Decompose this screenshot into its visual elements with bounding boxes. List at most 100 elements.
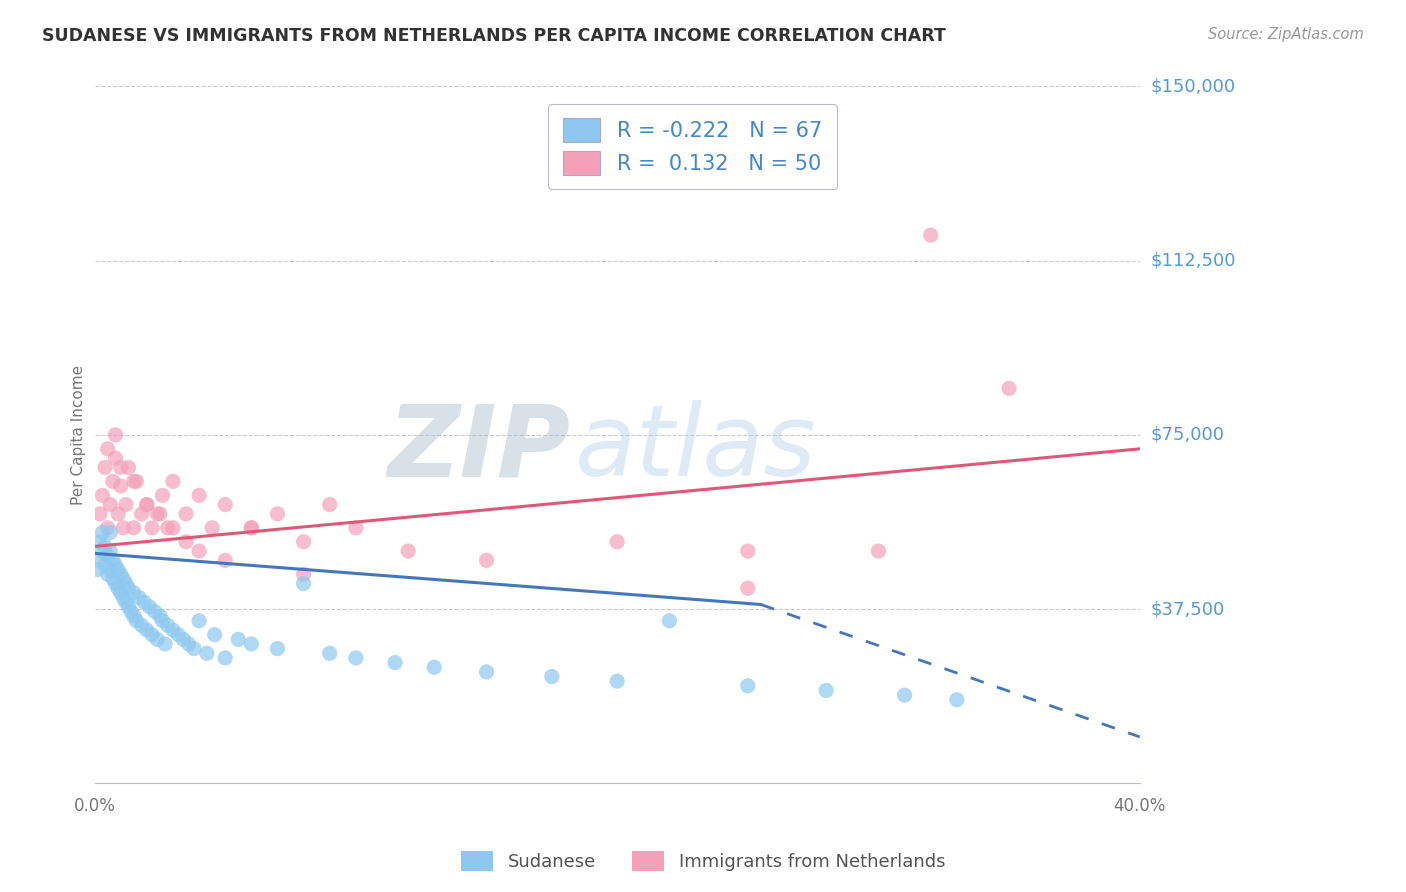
Point (135, 623, 157, 637)
Point (893, 688, 915, 702)
Point (141, 628, 163, 642)
Point (135, 498, 157, 512)
Point (97, 442, 120, 456)
Point (868, 544, 890, 558)
Point (815, 683, 838, 698)
Text: SUDANESE VS IMMIGRANTS FROM NETHERLANDS PER CAPITA INCOME CORRELATION CHART: SUDANESE VS IMMIGRANTS FROM NETHERLANDS … (42, 27, 946, 45)
Point (266, 641, 288, 656)
Point (214, 553, 236, 567)
Point (177, 637, 200, 651)
Point (162, 521, 184, 535)
Point (117, 460, 139, 475)
Point (240, 637, 263, 651)
Point (475, 553, 498, 567)
Legend: R = -0.222   N = 67, R =  0.132   N = 50: R = -0.222 N = 67, R = 0.132 N = 50 (548, 103, 837, 189)
Point (115, 498, 138, 512)
Point (658, 614, 681, 628)
Point (319, 498, 342, 512)
Point (606, 674, 628, 689)
Point (156, 618, 179, 632)
Y-axis label: Per Capita Income: Per Capita Income (72, 365, 86, 505)
Point (98, 525, 121, 540)
Point (122, 586, 145, 600)
Point (117, 581, 139, 595)
Point (131, 507, 153, 521)
Point (188, 488, 211, 502)
Text: $150,000: $150,000 (1152, 78, 1236, 95)
Point (172, 632, 194, 647)
Point (122, 609, 145, 624)
Point (156, 521, 179, 535)
Point (97, 549, 120, 563)
Point (125, 614, 148, 628)
Point (110, 460, 132, 475)
Point (540, 669, 562, 683)
Point (91, 525, 114, 540)
Point (112, 572, 135, 586)
Legend: Sudanese, Immigrants from Netherlands: Sudanese, Immigrants from Netherlands (453, 844, 953, 879)
Point (97, 521, 120, 535)
Point (292, 567, 315, 582)
Point (117, 599, 139, 614)
Point (86, 563, 108, 577)
Point (91, 544, 114, 558)
Point (226, 632, 249, 647)
Point (195, 646, 218, 660)
Point (89, 534, 111, 549)
Point (112, 591, 135, 605)
Point (240, 521, 263, 535)
Text: $112,500: $112,500 (1152, 252, 1236, 269)
Point (98, 544, 121, 558)
Point (128, 591, 150, 605)
Point (946, 692, 969, 706)
Point (94, 540, 117, 554)
Point (110, 567, 132, 582)
Point (149, 609, 172, 624)
Point (122, 475, 145, 489)
Point (162, 475, 184, 489)
Point (107, 563, 129, 577)
Point (89, 553, 111, 567)
Point (107, 507, 129, 521)
Point (737, 581, 759, 595)
Point (396, 544, 419, 558)
Point (344, 521, 367, 535)
Point (122, 521, 145, 535)
Point (174, 507, 197, 521)
Point (153, 637, 176, 651)
Point (101, 572, 124, 586)
Text: ZIP: ZIP (387, 401, 569, 498)
Point (174, 534, 197, 549)
Point (98, 498, 121, 512)
Point (149, 507, 172, 521)
Point (201, 521, 224, 535)
Point (112, 521, 135, 535)
Point (162, 623, 184, 637)
Point (146, 632, 169, 647)
Point (152, 488, 174, 502)
Point (125, 475, 148, 489)
Point (737, 679, 759, 693)
Point (110, 586, 132, 600)
Point (292, 534, 315, 549)
Point (89, 507, 111, 521)
Point (115, 576, 138, 591)
Point (143, 604, 166, 618)
Text: $37,500: $37,500 (1152, 600, 1225, 618)
Point (104, 576, 127, 591)
Point (606, 534, 628, 549)
Point (920, 228, 942, 243)
Point (152, 614, 174, 628)
Point (146, 507, 169, 521)
Point (384, 656, 406, 670)
Point (101, 475, 124, 489)
Point (344, 651, 367, 665)
Point (737, 544, 759, 558)
Point (135, 498, 157, 512)
Point (141, 521, 163, 535)
Point (266, 507, 288, 521)
Point (104, 428, 127, 442)
Point (107, 581, 129, 595)
Point (131, 618, 153, 632)
Point (110, 479, 132, 493)
